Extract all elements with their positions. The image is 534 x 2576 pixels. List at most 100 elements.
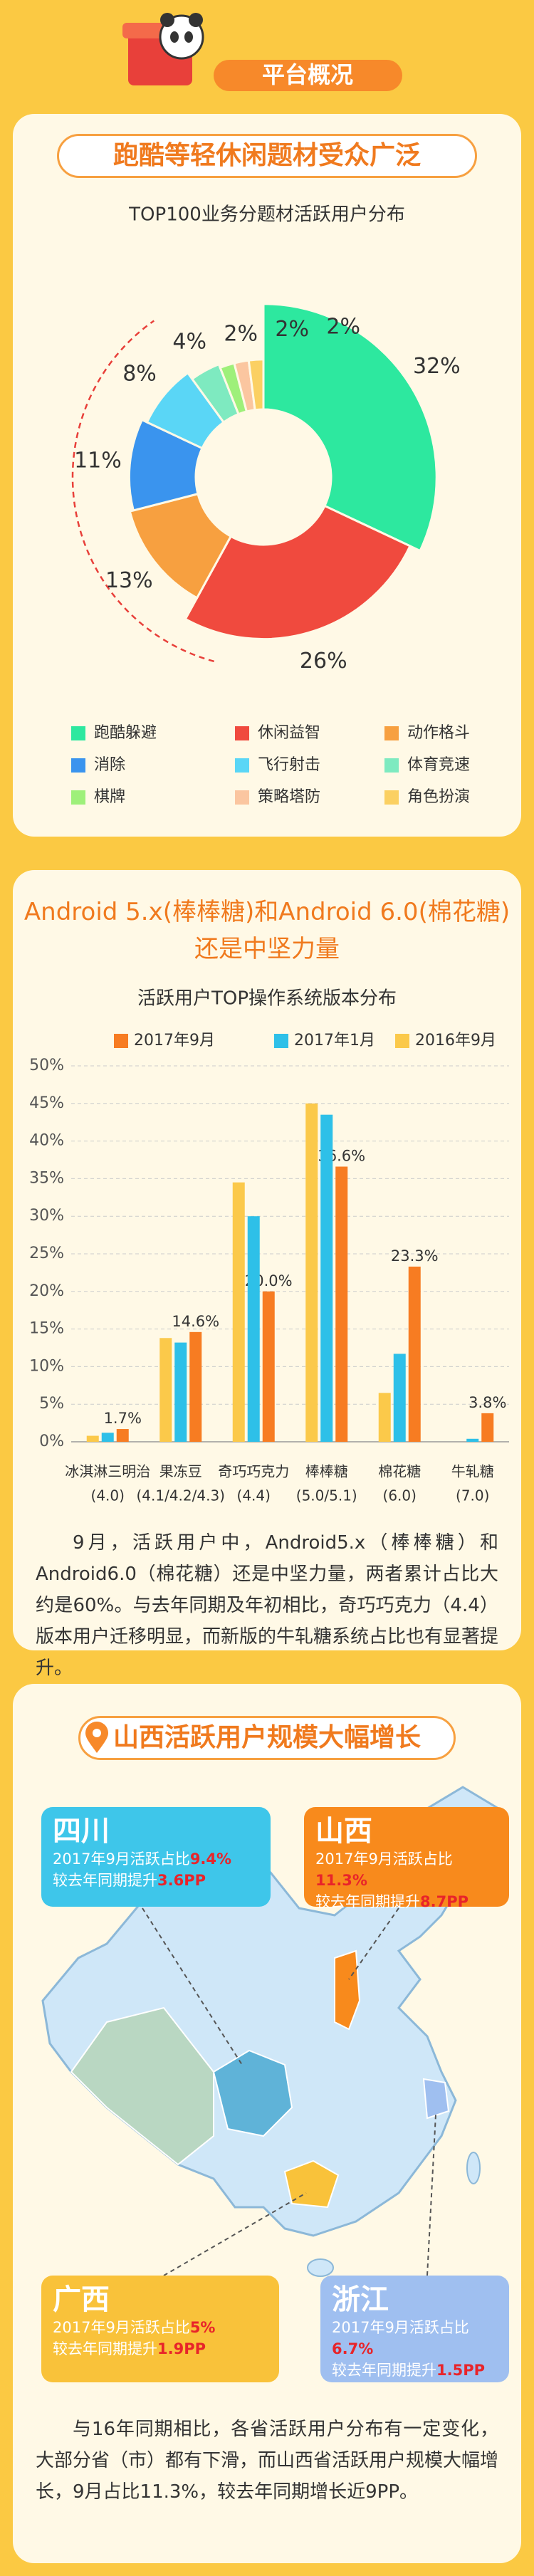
data-label: 4% xyxy=(172,330,206,355)
section-heading: Android 5.x(棒棒糖)和Android 6.0(棉花糖) 还是中坚力量 xyxy=(21,894,513,968)
legend-label: 消除 xyxy=(94,756,125,774)
donut-slice xyxy=(145,371,226,450)
province-zhejiang xyxy=(422,2078,450,2120)
donut-chart: TOP100业务分题材活跃用户分布 32% 26% 13% 11% 8% 4% 2% 2% 2%… xyxy=(71,204,470,806)
data-label: 23.3% xyxy=(391,1247,439,1265)
bar xyxy=(174,1342,187,1442)
legend-label: 策略塔防 xyxy=(258,788,320,806)
share-value: 6.7% xyxy=(332,2340,374,2357)
x-tick-label: 棉花糖 xyxy=(378,1463,421,1480)
chart-title: TOP100业务分题材活跃用户分布 xyxy=(128,204,405,226)
bar xyxy=(481,1413,494,1442)
legend-swatch xyxy=(384,758,399,773)
x-tick-label: (4.1/4.2/4.3) xyxy=(136,1487,225,1504)
x-tick-label: (6.0) xyxy=(383,1487,417,1504)
growth-label: 较去年同期提升 xyxy=(315,1893,420,1910)
bar xyxy=(335,1166,348,1442)
province-name: 浙江 xyxy=(332,2283,389,2316)
callout: 山西 2017年9月活跃占比 11.3% 较去年同期提升8.7PP xyxy=(304,1807,509,1910)
x-tick-label: 棒棒糖 xyxy=(305,1463,348,1480)
legend-label: 动作格斗 xyxy=(407,724,470,742)
bar-chart: 活跃用户TOP操作系统版本分布 0% 5% 10% 15% 20% 25% 30% 35% 40… xyxy=(29,988,509,1504)
data-label: 2% xyxy=(224,322,258,347)
bar xyxy=(101,1433,114,1442)
growth-value: 8.7PP xyxy=(420,1893,468,1910)
callout-line: 2017年9月活跃占比5% xyxy=(53,2317,268,2338)
legend-label: 2016年9月 xyxy=(415,1032,496,1049)
y-tick-label: 20% xyxy=(29,1282,64,1300)
connector xyxy=(348,1907,399,1980)
x-tick-label: (4.0) xyxy=(91,1487,125,1504)
bar xyxy=(262,1291,275,1442)
share-label: 2017年9月活跃占比 xyxy=(53,1850,190,1868)
legend-label: 跑酷躲避 xyxy=(94,724,157,742)
growth-value: 3.6PP xyxy=(157,1872,206,1889)
x-tick-label: 果冻豆 xyxy=(159,1463,202,1480)
legend-swatch xyxy=(384,726,399,740)
share-label: 2017年9月活跃占比 xyxy=(315,1850,453,1868)
banner xyxy=(214,60,402,91)
header-title: 平台概况 xyxy=(262,61,353,88)
data-label: 1.7% xyxy=(104,1410,142,1427)
data-label: 14.6% xyxy=(172,1313,219,1330)
share-value: 9.4% xyxy=(189,1850,232,1868)
share-value: 5% xyxy=(189,2319,216,2336)
callout: 四川 2017年9月活跃占比9.4% 较去年同期提升3.6PP xyxy=(41,1807,271,1907)
growth-label: 较去年同期提升 xyxy=(332,2362,436,2379)
y-tick-label: 45% xyxy=(29,1094,64,1112)
donut-slice xyxy=(247,358,265,412)
share-label: 2017年9月活跃占比 xyxy=(332,2319,469,2336)
growth-value: 1.9PP xyxy=(157,2340,206,2357)
legend-label: 飞行射击 xyxy=(258,756,320,774)
panda-ear xyxy=(160,13,174,27)
legend-label: 休闲益智 xyxy=(258,724,320,742)
y-tick-label: 25% xyxy=(29,1245,64,1262)
legend-label: 2017年1月 xyxy=(294,1032,375,1049)
y-tick-label: 5% xyxy=(39,1395,64,1413)
callout-line: 2017年9月活跃占比9.4% xyxy=(53,1848,259,1870)
legend-swatch xyxy=(71,726,85,740)
legend-swatch xyxy=(274,1034,288,1048)
legend-swatch xyxy=(384,790,399,805)
growth-label: 较去年同期提升 xyxy=(53,1872,157,1889)
bar xyxy=(116,1429,129,1442)
panda-eye xyxy=(184,31,193,43)
heading-line: Android 5.x(棒棒糖)和Android 6.0(棉花糖) xyxy=(23,898,511,926)
legend-swatch xyxy=(71,758,85,773)
growth-label: 较去年同期提升 xyxy=(53,2340,157,2357)
province-guangxi xyxy=(283,2159,340,2209)
data-label: 32% xyxy=(413,354,461,379)
bar xyxy=(393,1354,406,1442)
callout: 浙江 2017年9月活跃占比 6.7% 较去年同期提升1.5PP xyxy=(320,2276,509,2382)
legend-swatch xyxy=(114,1034,128,1048)
legend-swatch xyxy=(235,790,249,805)
y-tick-label: 40% xyxy=(29,1132,64,1150)
chart-title: 活跃用户TOP操作系统版本分布 xyxy=(137,988,397,1010)
data-label: 2% xyxy=(275,317,309,342)
island xyxy=(466,2152,481,2184)
data-label: 3.8% xyxy=(468,1394,506,1411)
x-tick-label: 冰淇淋三明治 xyxy=(65,1463,150,1480)
bar xyxy=(232,1182,245,1442)
callout-line: 较去年同期提升8.7PP xyxy=(315,1891,498,1912)
bar xyxy=(189,1331,202,1442)
donut-slice xyxy=(128,492,233,600)
y-tick-label: 10% xyxy=(29,1357,64,1375)
panda-eye xyxy=(170,31,179,43)
section-heading: 山西活跃用户规模大幅增长 xyxy=(78,1716,456,1760)
province-shanxi xyxy=(334,1949,361,2031)
legend-label: 体育竞速 xyxy=(407,756,470,774)
x-tick-label: (5.0/5.1) xyxy=(296,1487,357,1504)
province-name: 四川 xyxy=(53,1815,110,1848)
callout-line: 较去年同期提升3.6PP xyxy=(53,1870,259,1891)
donut-slice xyxy=(127,418,204,512)
pin-dot xyxy=(93,1729,101,1737)
callout-line: 较去年同期提升1.9PP xyxy=(53,2338,268,2360)
x-tick-label: (4.4) xyxy=(237,1487,271,1504)
panda-face xyxy=(159,14,204,60)
bar xyxy=(247,1216,260,1442)
card xyxy=(13,870,521,1650)
y-tick-label: 50% xyxy=(29,1057,64,1074)
data-label: 26% xyxy=(300,649,347,674)
